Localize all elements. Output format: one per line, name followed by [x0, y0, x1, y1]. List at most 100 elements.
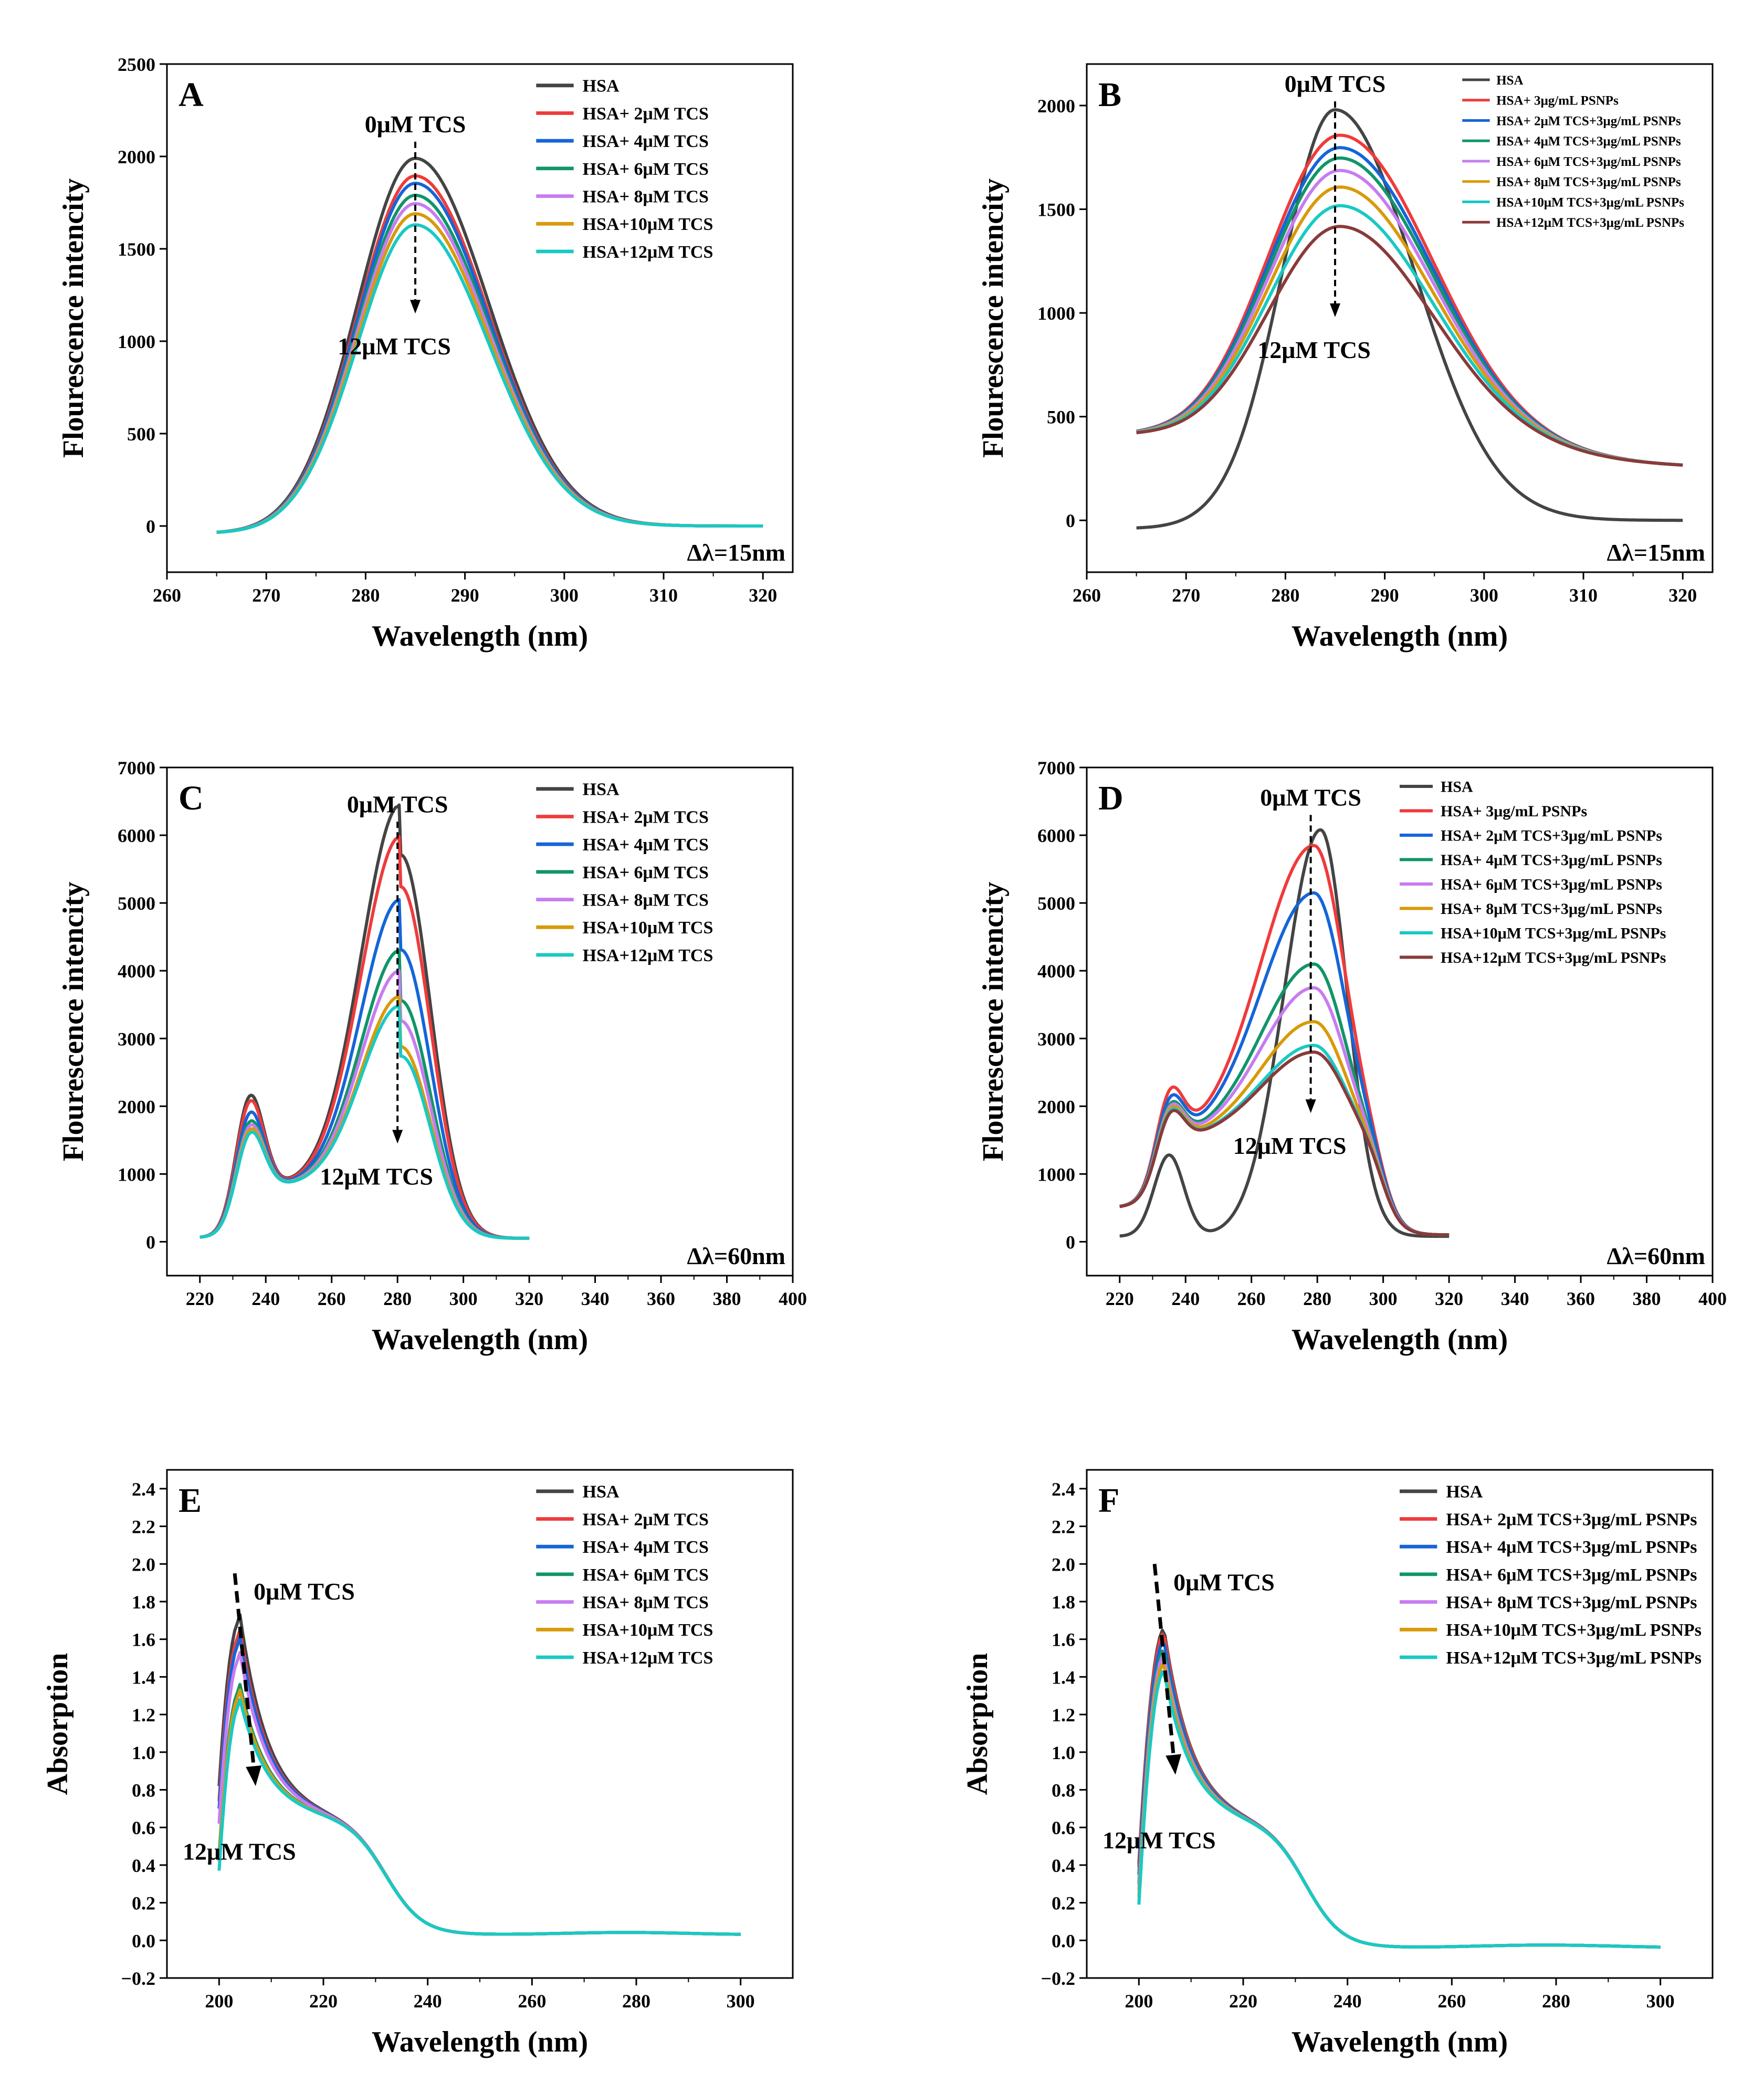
x-tick-label: 240	[1171, 1288, 1200, 1309]
y-tick-label: 0.6	[1052, 1817, 1075, 1838]
legend-label: HSA+10μM TCS	[583, 215, 713, 234]
legend-label: HSA+12μM TCS+3μg/mL PSNPs	[1446, 1648, 1702, 1668]
series-line-7	[217, 1698, 741, 1936]
legend-label: HSA+ 2μM TCS	[583, 807, 709, 827]
x-tick-label: 340	[581, 1288, 610, 1309]
legend-label: HSA	[583, 780, 620, 799]
legend-label: HSA+ 8μM TCS	[583, 187, 709, 207]
y-axis-title: Absorption	[961, 1653, 994, 1795]
x-tick-label: 300	[550, 585, 579, 606]
legend-label: HSA+ 4μM TCS+3μg/mL PSNPs	[1441, 851, 1662, 869]
plot-frame	[166, 63, 794, 573]
x-tick-label: 290	[451, 585, 479, 606]
y-tick-label: 4000	[118, 961, 155, 982]
x-axis-title: Wavelength (nm)	[372, 620, 588, 653]
x-tick-label: 280	[622, 1991, 650, 2012]
y-tick-label: 1000	[118, 1164, 155, 1185]
x-tick-label: 220	[186, 1288, 214, 1309]
y-tick-label: 0	[1066, 1232, 1075, 1253]
y-tick-label: 500	[127, 424, 155, 445]
series-line-3	[217, 1636, 741, 1936]
series-lines	[1119, 828, 1450, 1238]
series-line-1	[1137, 1628, 1661, 1949]
legend-label: HSA	[583, 77, 620, 96]
y-axis-title: Flourescence intencity	[57, 882, 90, 1161]
trend-arrow	[1305, 815, 1316, 1113]
legend: HSA HSA+ 2μM TCS HSA+ 4μM TCS HSA+ 6μM TCS H…	[536, 77, 713, 262]
legend-label: HSA	[1496, 73, 1523, 88]
x-tick-label: 320	[1668, 585, 1697, 606]
x-tick-label: 240	[251, 1288, 280, 1309]
y-tick-label: 1.2	[132, 1705, 155, 1726]
annotation-delta-lambda: Δλ=60nm	[1606, 1243, 1705, 1269]
legend: HSA HSA+ 2μM TCS HSA+ 4μM TCS HSA+ 6μM TCS H…	[536, 780, 713, 965]
y-tick-label: 1.2	[1052, 1705, 1075, 1726]
x-tick-label: 310	[649, 585, 678, 606]
y-axis-title: Absorption	[41, 1653, 74, 1795]
legend-label: HSA+ 6μM TCS	[583, 863, 709, 882]
legend: HSA HSA+ 2μM TCS+3μg/mL PSNPs HSA+ 4μM TCS…	[1400, 1482, 1702, 1668]
y-tick-label: 5000	[1037, 893, 1075, 914]
legend-label: HSA	[1446, 1482, 1483, 1502]
series-line-2	[1137, 1632, 1661, 1949]
panel-label: B	[1098, 76, 1121, 114]
x-tick-label: 320	[749, 585, 777, 606]
annotation-bottom: 12μM TCS	[1233, 1132, 1347, 1159]
panel-label: E	[178, 1481, 202, 1520]
y-tick-label: 2000	[1037, 1096, 1075, 1117]
y-tick-label: 2000	[1037, 96, 1075, 117]
x-axis-title: Wavelength (nm)	[1292, 2026, 1508, 2058]
y-tick-label: 2000	[118, 146, 155, 167]
series-line-4	[217, 1682, 741, 1936]
y-tick-label: 3000	[118, 1028, 155, 1049]
x-tick-label: 270	[252, 585, 280, 606]
legend-label: HSA	[583, 1482, 620, 1502]
y-tick-label: 0.8	[1052, 1780, 1075, 1801]
series-lines	[217, 1613, 741, 1936]
y-tick-label: 1.4	[1052, 1667, 1075, 1688]
x-tick-label: 260	[1237, 1288, 1266, 1309]
series-line-2	[217, 1628, 741, 1936]
y-tick-label: 1500	[118, 239, 155, 260]
panel-label: D	[1098, 779, 1124, 817]
legend-label: HSA+ 8μM TCS+3μg/mL PSNPs	[1446, 1593, 1697, 1613]
x-tick-label: 220	[309, 1991, 338, 2012]
legend-label: HSA+10μM TCS+3μg/mL PSNPs	[1496, 195, 1684, 209]
legend-label: HSA+12μM TCS	[583, 1648, 713, 1668]
annotation-delta-lambda: Δλ=15nm	[1606, 539, 1705, 566]
legend-label: HSA+ 2μM TCS+3μg/mL PSNPs	[1446, 1510, 1697, 1529]
y-tick-label: 6000	[1037, 825, 1075, 846]
annotation-bottom: 12μM TCS	[338, 333, 451, 360]
annotation-top: 0μM TCS	[347, 791, 448, 817]
y-tick-label: 500	[1047, 407, 1075, 428]
y-tick-label: 0.0	[1052, 1930, 1075, 1951]
y-tick-label: 2.0	[132, 1554, 155, 1575]
series-line-6	[1137, 1663, 1661, 1949]
panel-label: F	[1098, 1481, 1119, 1520]
y-tick-label: 2500	[118, 54, 155, 75]
y-tick-label: 2.0	[1052, 1554, 1075, 1575]
x-tick-label: 260	[318, 1288, 346, 1309]
x-axis-title: Wavelength (nm)	[1292, 620, 1508, 653]
y-tick-label: 6000	[118, 825, 155, 846]
annotation-top: 0μM TCS	[254, 1578, 355, 1605]
y-tick-label: 5000	[118, 893, 155, 914]
x-tick-label: 260	[153, 585, 181, 606]
x-tick-label: 400	[1698, 1288, 1727, 1309]
series-line-7	[1137, 1670, 1661, 1949]
panel-e: 200 220 240 260 280 300 −0.2 0.0 0.2 0.4 0.6 0.8 1.0…	[41, 1469, 794, 2058]
y-tick-label: 7000	[1037, 758, 1075, 779]
legend-label: HSA+ 6μM TCS+3μg/mL PSNPs	[1496, 155, 1681, 169]
x-tick-label: 300	[1646, 1991, 1675, 2012]
legend-label: HSA+12μM TCS	[583, 243, 713, 262]
trend-arrow	[392, 822, 403, 1144]
legend-label: HSA	[1441, 779, 1473, 796]
x-tick-label: 220	[1106, 1288, 1134, 1309]
legend-label: HSA+12μM TCS+3μg/mL PSNPs	[1441, 949, 1666, 966]
x-tick-label: 270	[1172, 585, 1200, 606]
panel-f: 200 220 240 260 280 300 −0.2 0.0 0.2 0.4 0.6 0.8 1.0…	[961, 1469, 1714, 2058]
series-line-3	[1137, 1640, 1661, 1949]
y-tick-label: 0.2	[1052, 1893, 1075, 1914]
annotation-top: 0μM TCS	[1285, 70, 1386, 97]
